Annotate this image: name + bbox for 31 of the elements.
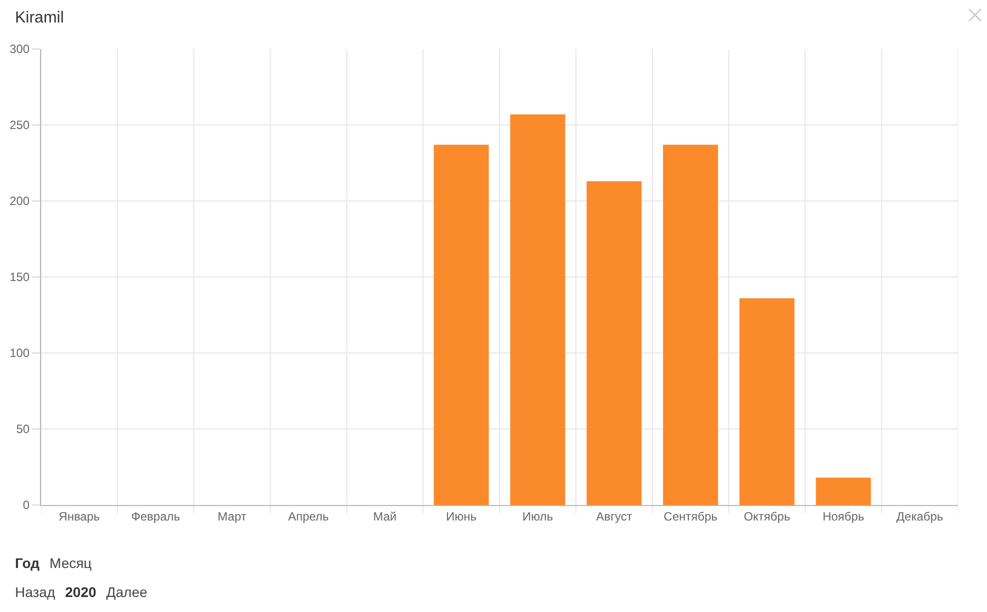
y-tick-label: 100 xyxy=(10,346,30,360)
x-tick-label: Январь xyxy=(58,509,100,524)
x-tick-label: Апрель xyxy=(288,509,329,524)
x-tick-label: Май xyxy=(373,509,397,524)
text: Далее xyxy=(106,583,148,601)
x-tick-label: Декабрь xyxy=(896,509,944,524)
x-tick-label: Июль xyxy=(522,509,554,524)
x-tick-label: Октябрь xyxy=(744,509,790,524)
bar xyxy=(510,114,566,505)
text: Год xyxy=(15,554,40,572)
y-tick-label: 150 xyxy=(10,270,30,284)
text: 2020 xyxy=(65,583,96,601)
chart-title: Kiramil xyxy=(15,10,64,27)
bar xyxy=(663,144,718,505)
x-tick-label: Июнь xyxy=(446,509,477,524)
text: Месяц xyxy=(50,554,92,572)
x-tick-label: Март xyxy=(218,509,247,524)
y-tick-label: 200 xyxy=(10,194,30,208)
text: Назад xyxy=(15,583,56,601)
x-tick-label: Сентябрь xyxy=(664,509,718,524)
bar xyxy=(434,144,489,505)
bar xyxy=(586,181,642,505)
y-tick-label: 50 xyxy=(16,422,30,436)
x-tick-label: Ноябрь xyxy=(822,509,864,524)
x-tick-label: Февраль xyxy=(131,509,180,524)
bar xyxy=(816,478,871,505)
x-tick-label: Август xyxy=(596,509,633,524)
y-tick-label: 300 xyxy=(10,42,30,56)
y-tick-label: 250 xyxy=(10,118,30,132)
y-tick-label: 0 xyxy=(22,498,30,512)
bar xyxy=(739,298,794,505)
